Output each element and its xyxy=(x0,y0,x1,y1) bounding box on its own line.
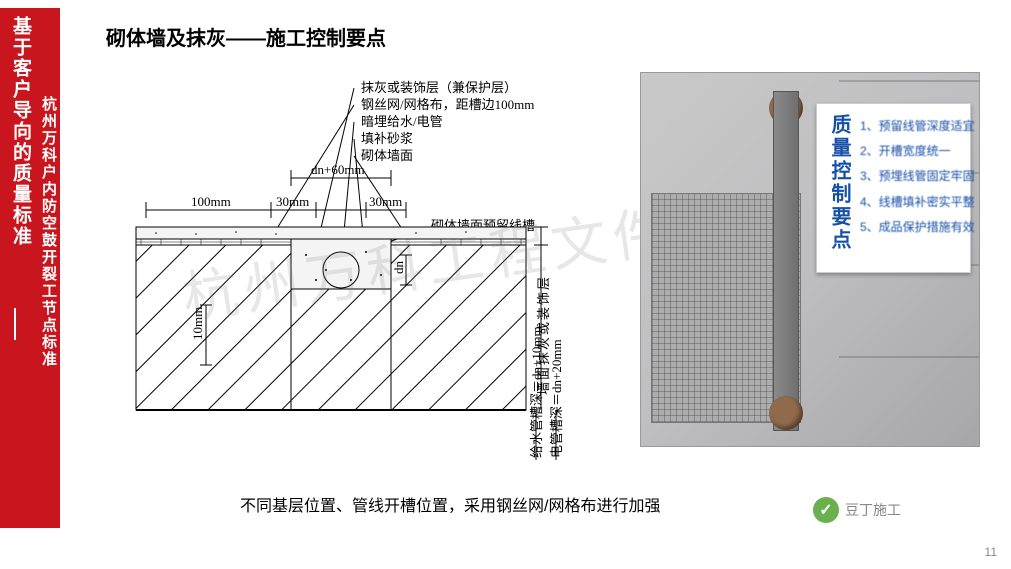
sign-title: 质量控制要点 xyxy=(825,114,854,262)
callout-3: 暗埋给水/电管 xyxy=(361,114,443,129)
page-number: 11 xyxy=(985,545,997,559)
site-photo: 质量控制要点 1、预留线管深度适宜 2、开槽宽度统一 3、预埋线管固定牢固 4、… xyxy=(640,72,980,447)
dim-dn: dn xyxy=(391,261,406,275)
source-name: 豆丁施工 xyxy=(845,500,901,520)
left-banner: 基于客户导向的质量标准 杭州万科户内防空鼓开裂工节点标准 xyxy=(0,8,60,528)
slide-title: 砌体墙及抹灰——施工控制要点 xyxy=(106,22,386,51)
sign-item: 3、预埋线管固定牢固 xyxy=(860,164,975,189)
callout-1: 抹灰或装饰层（兼保护层） xyxy=(361,80,517,95)
wechat-icon: ✓ xyxy=(813,497,839,523)
dim-30l: 30mm xyxy=(276,194,309,209)
dim-dn60: dn+60mm xyxy=(311,162,365,177)
caption: 不同基层位置、管线开槽位置，采用钢丝网/网格布进行加强 xyxy=(240,492,660,516)
banner-main-text: 基于客户导向的质量标准 xyxy=(4,16,30,520)
dim-10: 10mm xyxy=(190,307,205,340)
dim-100: 100mm xyxy=(191,194,231,209)
quality-sign: 质量控制要点 1、预留线管深度适宜 2、开槽宽度统一 3、预埋线管固定牢固 4、… xyxy=(816,103,971,273)
sign-item: 2、开槽宽度统一 xyxy=(860,139,975,164)
callout-4: 填补砂浆 xyxy=(361,131,413,146)
callout-5: 砌体墙面 xyxy=(361,148,413,163)
sign-item: 4、线槽填补密实平整 xyxy=(860,190,975,215)
sign-item: 5、成品保护措施有效 xyxy=(860,215,975,240)
source-watermark: ✓ 豆丁施工 xyxy=(813,497,901,523)
construction-diagram: 抹灰或装饰层（兼保护层） 钢丝网/网格布，距槽边100mm 暗埋给水/电管 填补… xyxy=(106,70,616,460)
sign-list: 1、预留线管深度适宜 2、开槽宽度统一 3、预埋线管固定牢固 4、线槽填补密实平… xyxy=(860,114,975,262)
banner-divider xyxy=(14,308,16,340)
banner-sub-text: 杭州万科户内防空鼓开裂工节点标准 xyxy=(30,16,56,520)
dim-30r: 30mm xyxy=(369,194,402,209)
sign-item: 1、预留线管深度适宜 xyxy=(860,114,975,139)
callout-2: 钢丝网/网格布，距槽边100mm xyxy=(361,97,534,112)
